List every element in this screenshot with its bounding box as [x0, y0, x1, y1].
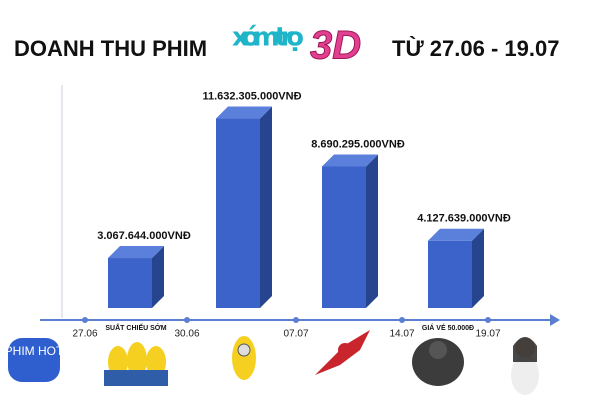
timeline-dot: [184, 317, 190, 323]
value-label: 4.127.639.000VNĐ: [417, 213, 511, 225]
logo-word: xóm trọ: [232, 23, 304, 53]
date-label: 30.06: [174, 329, 199, 340]
bar: [428, 240, 472, 308]
bar-top: [322, 154, 378, 167]
bar-side: [152, 246, 164, 308]
bar: [216, 118, 260, 308]
side-label: PHIM HOT: [5, 344, 64, 358]
timeline-dot: [485, 317, 491, 323]
timeline-note: GIÁ VÉ 50.000Đ: [422, 323, 474, 332]
date-label: 07.07: [283, 329, 308, 340]
movie-images: [104, 330, 539, 395]
bar-side: [260, 106, 272, 308]
bar: [322, 166, 366, 308]
side-label-box: [8, 338, 60, 382]
date-label: 14.07: [389, 329, 414, 340]
value-label: 11.632.305.000VNĐ: [202, 90, 301, 102]
chart-title: DOANH THU PHIM: [14, 36, 207, 61]
timeline-note: SUẤT CHIẾU SỚM: [105, 322, 166, 332]
date-label: 27.06: [72, 329, 97, 340]
timeline-arrow: [550, 314, 560, 326]
logo-mark: 3D: [310, 24, 361, 68]
value-label: 3.067.644.000VNĐ: [97, 230, 191, 242]
bar-top: [108, 246, 164, 259]
date-label: 19.07: [475, 329, 500, 340]
bar-side: [472, 228, 484, 308]
timeline-dot: [293, 317, 299, 323]
bar-top: [216, 106, 272, 119]
bar: [108, 258, 152, 308]
timeline-dot: [82, 317, 88, 323]
chart-subtitle: TỪ 27.06 - 19.07: [392, 36, 559, 61]
timeline-dot: [399, 317, 405, 323]
bar-side: [366, 154, 378, 308]
value-label: 8.690.295.000VNĐ: [311, 138, 405, 150]
bar-top: [428, 228, 484, 241]
